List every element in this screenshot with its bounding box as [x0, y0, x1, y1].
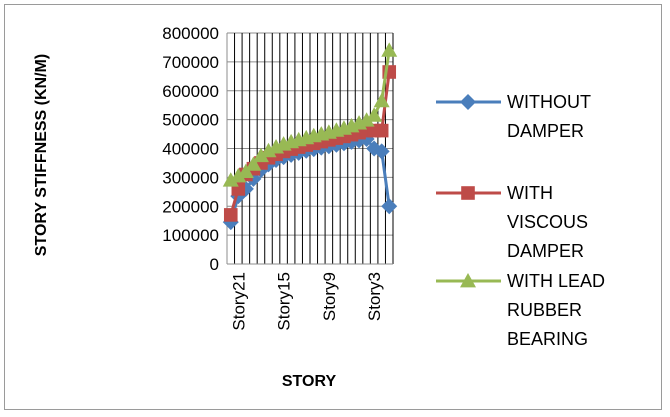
y-tick-label: 600000 [162, 82, 219, 101]
y-tick-label: 400000 [162, 140, 219, 159]
data-point [230, 167, 247, 183]
data-point [358, 112, 375, 127]
legend-item: WITHOUT DAMPER [436, 92, 591, 141]
data-point [374, 123, 389, 138]
data-point [373, 92, 390, 108]
y-tick-label: 700000 [162, 53, 219, 72]
x-tick-label: Story15 [275, 272, 294, 331]
legend-item: WITH LEAD RUBBER BEARING [436, 271, 605, 349]
series-triangle [222, 42, 398, 187]
series-layer [222, 42, 398, 231]
data-point [366, 107, 383, 122]
axes: 0 100000 200000 300000 400000 500000 600000 700… [162, 24, 393, 331]
y-tick-label: 0 [210, 255, 219, 274]
legend-label: WITHOUT DAMPER [507, 92, 591, 141]
x-tick-label: Story3 [365, 272, 384, 321]
legend-label: WITH LEAD RUBBER BEARING [507, 271, 605, 349]
data-point [237, 163, 254, 178]
y-tick-label: 100000 [162, 226, 219, 245]
data-point [381, 198, 398, 215]
data-point [252, 147, 269, 163]
data-point [222, 172, 239, 187]
legend: WITHOUT DAMPER WITH VISCOUS DAMPER WITH LEAD R… [436, 92, 605, 349]
data-point [223, 208, 238, 222]
data-point [381, 42, 398, 57]
x-axis-title: STORY [282, 373, 337, 390]
legend-label: WITH VISCOUS DAMPER [507, 183, 588, 261]
y-tick-label: 200000 [162, 197, 219, 216]
chart-frame: 0 100000 200000 300000 400000 500000 600000 700… [4, 4, 662, 410]
legend-marker [460, 273, 476, 288]
data-point [245, 156, 262, 171]
y-tick-label: 300000 [162, 168, 219, 187]
legend-item: WITH VISCOUS DAMPER [436, 183, 588, 261]
data-point [260, 142, 277, 158]
data-point [373, 143, 390, 160]
y-axis-title: STORY STIFFNESS (KN/M) [33, 54, 50, 256]
story-stiffness-chart: 0 100000 200000 300000 400000 500000 600000 700… [33, 24, 605, 390]
legend-marker [460, 94, 476, 110]
y-tick-label: 500000 [162, 111, 219, 130]
x-tick-label: Story9 [320, 272, 339, 321]
legend-marker [461, 186, 475, 200]
x-tick-label: Story21 [229, 272, 248, 331]
y-tick-label: 800000 [162, 24, 219, 43]
